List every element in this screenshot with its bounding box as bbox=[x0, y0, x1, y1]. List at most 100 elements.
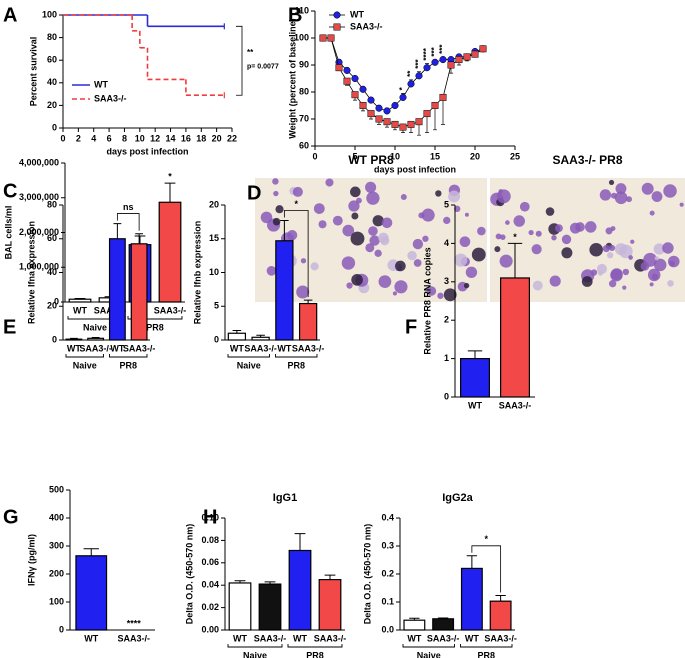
cell bbox=[273, 190, 279, 197]
cell bbox=[366, 191, 380, 205]
error-bar bbox=[113, 223, 122, 239]
marker bbox=[399, 93, 407, 101]
bar bbox=[258, 583, 282, 631]
panel-letter: B bbox=[288, 4, 302, 26]
y-tick-label: 2,000,000 bbox=[19, 227, 59, 237]
significance-bracket bbox=[116, 213, 140, 231]
x-tick-label: WT bbox=[73, 305, 87, 315]
marker bbox=[407, 80, 415, 88]
y-tick-label: 0.4 bbox=[381, 512, 394, 522]
cell bbox=[607, 252, 614, 259]
y-tick-label: 500 bbox=[49, 484, 64, 494]
y-tick-label: 60 bbox=[47, 233, 57, 243]
cell bbox=[365, 243, 375, 253]
error-bar bbox=[294, 533, 306, 551]
x-tick-label: WT bbox=[67, 343, 81, 353]
cell bbox=[341, 256, 356, 270]
group-bracket bbox=[275, 354, 318, 358]
x-tick-label: 0 bbox=[60, 133, 65, 143]
cell bbox=[610, 269, 623, 282]
cell bbox=[663, 184, 677, 198]
y-tick-label: 3,000,000 bbox=[19, 192, 59, 202]
bar bbox=[318, 578, 342, 631]
y-tick-label: 200 bbox=[49, 568, 64, 578]
x-tick-label: SAA3-/- bbox=[79, 343, 112, 353]
marker bbox=[439, 56, 447, 64]
cell bbox=[513, 215, 526, 227]
marker bbox=[327, 34, 335, 42]
significance-stars: * bbox=[398, 86, 407, 90]
x-tick-label: WT bbox=[407, 633, 421, 643]
chart-title: IgG1 bbox=[273, 492, 297, 504]
marker bbox=[391, 120, 399, 128]
cell bbox=[545, 207, 555, 216]
bar bbox=[275, 240, 294, 341]
panel-letter: G bbox=[3, 506, 19, 528]
y-tick-label: 0.00 bbox=[201, 624, 219, 634]
y-tick-label: 80 bbox=[47, 32, 57, 42]
cell bbox=[313, 203, 325, 215]
y-axis-title: IFNγ (pg/ml) bbox=[26, 534, 36, 586]
group-label: PR8 bbox=[146, 322, 164, 332]
x-axis-title: days post infection bbox=[106, 146, 188, 156]
x-tick-label: 6 bbox=[107, 133, 112, 143]
y-tick-label: 70 bbox=[299, 113, 309, 123]
x-tick-label: 10 bbox=[135, 133, 145, 143]
legend-label: WT bbox=[350, 9, 364, 19]
marker bbox=[383, 107, 391, 115]
group-label: Naive bbox=[73, 360, 97, 370]
cell bbox=[435, 190, 442, 197]
cell bbox=[679, 202, 684, 207]
bar bbox=[251, 336, 270, 341]
cell bbox=[421, 208, 435, 222]
error-bar bbox=[83, 548, 99, 556]
y-axis-title: BAL cells/ml bbox=[3, 206, 13, 260]
y-tick-label: 80 bbox=[299, 86, 309, 96]
error-bar bbox=[507, 242, 523, 278]
y-tick-label: 20 bbox=[209, 199, 219, 209]
x-tick-label: SAA3-/- bbox=[484, 633, 517, 643]
group-bracket bbox=[460, 644, 513, 648]
marker bbox=[367, 110, 375, 118]
cell bbox=[463, 282, 470, 289]
cell bbox=[471, 247, 486, 262]
y-tick-label: 5 bbox=[444, 199, 449, 209]
y-tick-label: 0.08 bbox=[201, 535, 219, 545]
x-tick-label: 4 bbox=[91, 133, 96, 143]
y-axis-title: Relative PR8 RNA copies bbox=[422, 247, 432, 354]
x-tick-label: SAA3-/- bbox=[123, 343, 156, 353]
cell bbox=[596, 263, 607, 274]
x-tick-label: SAA3-/- bbox=[154, 305, 187, 315]
cell bbox=[608, 280, 617, 288]
cell bbox=[422, 235, 429, 242]
y-tick-label: 0 bbox=[214, 334, 219, 344]
x-tick-label: WT bbox=[468, 400, 482, 410]
cell bbox=[374, 249, 382, 257]
cell bbox=[500, 234, 506, 240]
error-bar bbox=[467, 350, 483, 359]
y-tick-label: 4 bbox=[444, 238, 449, 248]
marker bbox=[351, 74, 359, 83]
cell bbox=[575, 222, 585, 232]
cell bbox=[266, 265, 277, 276]
x-tick-label: WT bbox=[465, 633, 479, 643]
cell bbox=[554, 224, 563, 233]
legend-label: SAA3-/- bbox=[94, 93, 127, 103]
panel-letter: C bbox=[3, 180, 17, 202]
group-bracket bbox=[65, 354, 104, 358]
marker bbox=[447, 61, 455, 69]
marker bbox=[343, 66, 351, 74]
cell bbox=[400, 193, 407, 200]
cell bbox=[477, 226, 486, 236]
y-tick-label: 300 bbox=[49, 540, 64, 550]
y-tick-label: 40 bbox=[47, 267, 57, 277]
group-bracket bbox=[227, 644, 283, 648]
bar bbox=[130, 243, 148, 341]
marker bbox=[351, 91, 359, 99]
cell bbox=[465, 266, 478, 279]
cell bbox=[622, 268, 630, 276]
group-label: Naive bbox=[417, 650, 441, 658]
significance-label: * bbox=[484, 534, 488, 544]
cell bbox=[381, 217, 393, 229]
cell bbox=[531, 244, 542, 255]
